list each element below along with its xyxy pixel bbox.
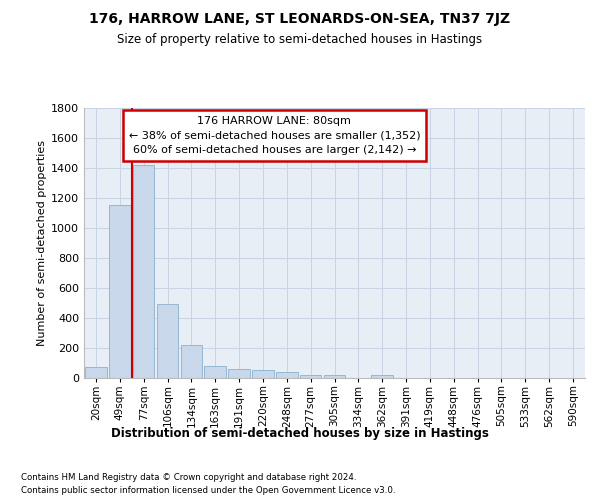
Text: Contains public sector information licensed under the Open Government Licence v3: Contains public sector information licen… <box>21 486 395 495</box>
Bar <box>205 366 226 378</box>
Text: Size of property relative to semi-detached houses in Hastings: Size of property relative to semi-detach… <box>118 32 482 46</box>
Bar <box>252 370 274 378</box>
Text: 176 HARROW LANE: 80sqm
← 38% of semi-detached houses are smaller (1,352)
60% of : 176 HARROW LANE: 80sqm ← 38% of semi-det… <box>128 116 420 155</box>
Y-axis label: Number of semi-detached properties: Number of semi-detached properties <box>37 140 47 346</box>
Text: 176, HARROW LANE, ST LEONARDS-ON-SEA, TN37 7JZ: 176, HARROW LANE, ST LEONARDS-ON-SEA, TN… <box>89 12 511 26</box>
Bar <box>371 375 393 378</box>
Bar <box>300 374 322 378</box>
Bar <box>157 304 178 378</box>
Text: Distribution of semi-detached houses by size in Hastings: Distribution of semi-detached houses by … <box>111 428 489 440</box>
Bar <box>133 164 154 378</box>
Bar <box>181 345 202 378</box>
Bar <box>109 205 131 378</box>
Bar <box>276 372 298 378</box>
Bar <box>85 367 107 378</box>
Bar <box>324 375 345 378</box>
Bar <box>229 368 250 378</box>
Text: Contains HM Land Registry data © Crown copyright and database right 2024.: Contains HM Land Registry data © Crown c… <box>21 472 356 482</box>
